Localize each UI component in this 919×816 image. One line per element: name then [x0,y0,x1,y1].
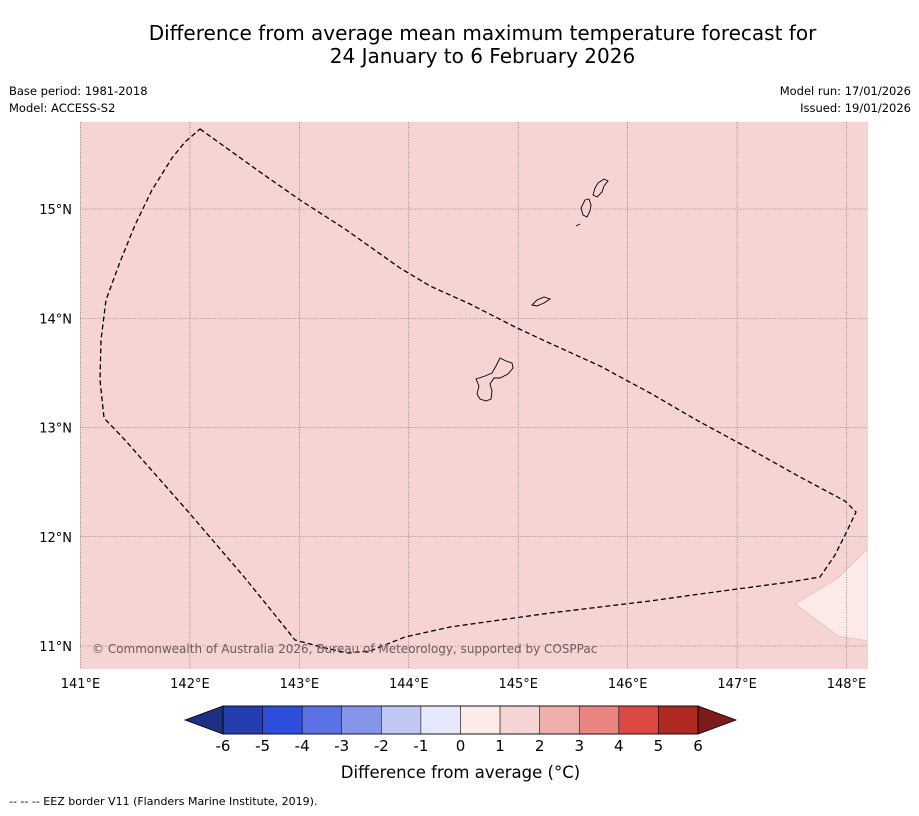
colorbar-swatch [420,705,461,735]
islands [475,178,609,402]
longitude-tick-label: 145°E [498,677,538,692]
colorbar-tick-label: -4 [295,737,310,755]
base-period: Base period: 1981-2018 [9,84,148,98]
colorbar-tick-label: -5 [255,737,270,755]
tinian-island [580,198,592,218]
latitude-tick-label: 14°N [39,312,72,327]
colorbar-swatch [539,705,580,735]
model-run: Model run: 17/01/2026 [779,84,911,98]
colorbar-swatch [618,705,659,735]
colorbar-tick-label: -1 [413,737,428,755]
latitude-tick-label: 13°N [39,422,72,437]
title-line-2: 24 January to 6 February 2026 [329,44,636,68]
map-panel: © Commonwealth of Australia 2026, Bureau… [80,122,868,669]
colorbar-tick-label: 5 [654,737,664,755]
colorbar-under-arrow [183,705,224,735]
colorbar-swatch [658,705,699,735]
colorbar-tick-label: 0 [456,737,466,755]
meta-right: Model run: 17/01/2026 Issued: 19/01/2026 [780,83,911,117]
rota-island [531,296,552,307]
longitude-tick-label: 144°E [389,677,429,692]
colorbar-tick-label: -2 [374,737,389,755]
colorbar-swatch [460,705,501,735]
colorbar-tick-label: 4 [614,737,624,755]
colorbar-swatches [222,705,699,735]
anomaly-region-0-1 [794,547,868,642]
colorbar-frame [222,705,699,735]
latitude-tick-label: 12°N [39,531,72,546]
longitude-tick-label: 146°E [608,677,648,692]
colorbar-title: Difference from average (°C) [340,763,581,782]
title-line-1: Difference from average mean maximum tem… [148,21,817,45]
colorbar-tick-label: 2 [535,737,545,755]
colorbar-swatch [262,705,303,735]
guam-island [475,357,514,402]
colorbar-swatch [341,705,382,735]
eez-legend-footnote: -- -- -- EEZ border V11 (Flanders Marine… [9,795,318,808]
aguijan-island [575,223,581,227]
colorbar-over-arrow [697,705,738,735]
colorbar-swatch [499,705,540,735]
latitude-tick-label: 15°N [39,203,72,218]
chart-title: Difference from average mean maximum tem… [0,22,919,68]
saipan-island [592,178,609,198]
longitude-tick-label: 147°E [717,677,757,692]
colorbar-swatch [222,705,263,735]
meta-left: Base period: 1981-2018 Model: ACCESS-S2 [9,83,148,117]
colorbar-swatch [579,705,620,735]
latitude-labels: 15°N 14°N 13°N 12°N 11°N [39,203,72,655]
colorbar-tick-label: 3 [574,737,584,755]
longitude-labels: 141°E 142°E 143°E 144°E 145°E 146°E 147°E 148°E [61,677,867,692]
longitude-tick-label: 148°E [827,677,867,692]
map-background [80,122,868,669]
colorbar-swatch [381,705,422,735]
longitude-tick-label: 141°E [61,677,101,692]
eez-border [99,128,857,654]
gridlines [80,122,868,669]
colorbar-tick-label: -3 [334,737,349,755]
copyright-text: © Commonwealth of Australia 2026, Bureau… [92,642,597,656]
colorbar-tick-label: 6 [693,737,703,755]
colorbar-swatch [301,705,342,735]
latitude-tick-label: 11°N [39,640,72,655]
colorbar-labels: -6 -5 -4 -3 -2 -1 0 1 2 3 4 5 6 [216,737,703,755]
longitude-tick-label: 142°E [170,677,210,692]
colorbar-tick-label: -6 [216,737,231,755]
model-name: Model: ACCESS-S2 [9,101,116,115]
colorbar-tick-label: 1 [495,737,505,755]
issued-date: Issued: 19/01/2026 [800,101,911,115]
colorbar: -6 -5 -4 -3 -2 -1 0 1 2 3 4 5 6 [183,705,738,755]
longitude-tick-label: 143°E [280,677,320,692]
